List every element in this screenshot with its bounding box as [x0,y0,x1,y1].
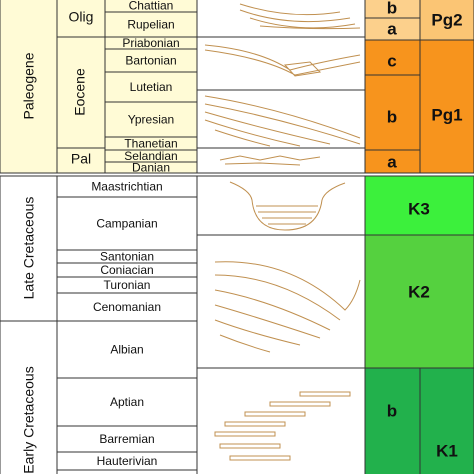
unit-label: Pg2 [431,10,462,29]
stage-label: Lutetian [130,80,173,94]
subunit-label: b [387,0,397,17]
sketch [204,95,361,147]
unit-label: Pg1 [431,105,462,124]
stage-cell [56,377,198,427]
subunit-label: b [387,107,397,126]
sketch [204,44,361,77]
stage-label: Santonian [100,250,154,264]
stage-label: Ypresian [128,113,174,127]
period-label: Paleogene [21,52,37,119]
stage-label: Albian [110,343,143,357]
period-cell [0,320,58,474]
unit-cell [364,234,474,369]
epoch-label: Eocene [72,68,88,116]
sketch-cell [196,234,366,369]
unit-cell [419,367,474,474]
subunit-label: c [387,51,396,70]
unit-label: K3 [408,199,430,218]
period-label: Early Cretaceous [21,366,37,473]
unit-cell [419,0,474,41]
epoch-cell [56,36,106,149]
unit-cell [419,39,474,174]
stage-label: Barremian [99,432,154,446]
stage-label: Maastrichtian [91,180,162,194]
subunit-label: a [387,19,397,38]
stage-cell [104,71,198,103]
stage-cell [104,101,198,138]
stage-cell [104,11,198,38]
sketch [219,155,321,166]
stage-label: Cenomanian [93,300,161,314]
stage-label: Rupelian [127,18,174,32]
subunit-label: b [387,401,397,420]
stage-label: Priabonian [122,36,179,50]
sketch-cell [196,0,366,38]
sketch [229,181,346,231]
unit-cell [364,175,474,236]
stage-cell [56,292,198,322]
sketch [214,261,361,353]
unit-label: K1 [436,441,458,460]
sketch-column [196,0,366,474]
epoch-label: Pal [71,151,91,167]
stage-label: Campanian [96,217,157,231]
subunit-label: a [387,152,397,171]
stage-label: Coniacian [100,263,153,277]
period-cell [0,0,58,174]
stage-cell [56,469,198,474]
stage-label: Chattian [129,0,174,13]
period-cell [0,175,58,322]
sketch-cell [196,36,366,91]
unit-label: K2 [408,282,430,301]
sketch-cell [196,367,366,474]
stage-cell [56,196,198,251]
period-label: Late Cretaceous [21,197,37,300]
subunit-cell [364,74,421,151]
sketch-cell [196,147,366,174]
stage-label: Aptian [110,395,144,409]
epoch-column: Olig Eocene Pal [56,0,106,174]
epoch-label: Olig [69,9,94,25]
subunit-cell [364,367,421,474]
stage-label: Selandian [124,149,177,163]
stage-label: Turonian [104,278,151,292]
stage-label: Bartonian [125,54,176,68]
period-column: Paleogene Late Cretaceous Early Cretaceo… [0,0,58,474]
sketch [214,391,351,461]
stage-label: Hauterivian [97,454,158,468]
unit-column: b a c b a b Pg2 Pg1 K3 K2 K1 [364,0,474,474]
stage-label: Thanetian [124,137,177,151]
epoch-cell [56,0,106,38]
stage-label: Danian [132,161,170,175]
sketch [239,3,361,30]
